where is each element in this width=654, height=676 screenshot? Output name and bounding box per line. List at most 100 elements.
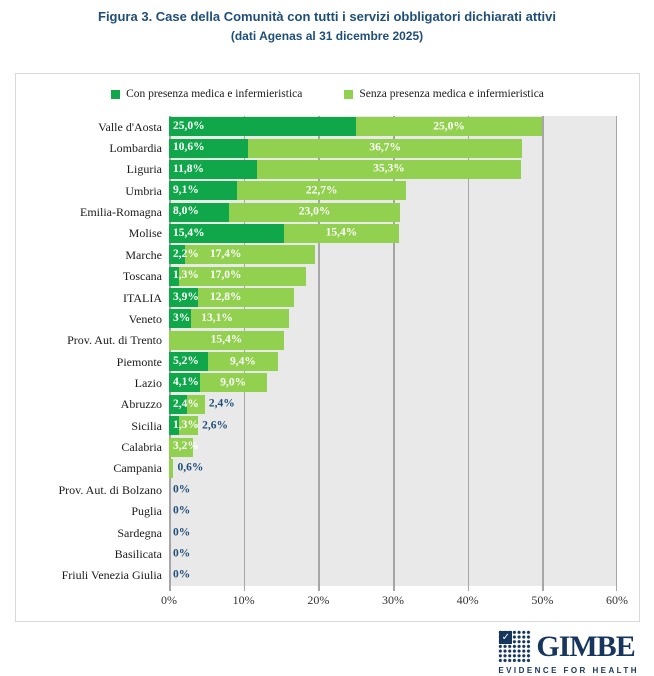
category-label: Toscana	[122, 269, 162, 284]
bar-labels: 0%	[169, 544, 617, 563]
senza-value-label: 2,6%	[202, 418, 228, 431]
category-label: Emilia-Romagna	[80, 205, 162, 220]
bar-segment-senza	[355, 117, 543, 137]
bar-segment-senza	[169, 437, 193, 457]
bar-row: Umbria 9,1% 22,7%	[16, 180, 617, 201]
bar-segment-senza	[283, 223, 399, 243]
category-label: Prov. Aut. di Bolzano	[58, 482, 162, 497]
senza-value-label: 0,6%	[177, 461, 204, 474]
bar-labels: 2,4% 2,4%	[169, 395, 617, 414]
axis-tick	[393, 586, 395, 591]
gimbe-logo: ✓ GIMBE EVIDENCE FOR HEALTH	[498, 630, 639, 675]
bar-track: 0,6%	[169, 458, 617, 478]
category-label: Prov. Aut. di Trento	[67, 333, 162, 348]
x-tick-label: 0%	[161, 593, 177, 607]
bar-track: 3% 13,1%	[169, 309, 617, 329]
bar-row: Veneto 3% 13,1%	[16, 308, 617, 329]
bar-track: 0%	[169, 480, 617, 499]
bar-labels: 0%	[169, 523, 617, 542]
axis-tick	[169, 586, 171, 591]
bar-track: 1,3% 2,6%	[169, 416, 617, 436]
category-label: Sicilia	[131, 418, 162, 433]
senza-value-label: 0%	[173, 525, 191, 538]
bar-track: 0%	[169, 523, 617, 542]
bar-segment-con	[169, 159, 258, 179]
bar-track: 15,4% 15,4%	[169, 223, 617, 243]
x-tick-label: 10%	[232, 593, 255, 607]
bar-row: Liguria 11,8% 35,3%	[16, 159, 617, 180]
bar-segment-senza	[178, 266, 306, 286]
bar-labels: 1,3% 2,6%	[169, 416, 617, 435]
gimbe-logo-tagline: EVIDENCE FOR HEALTH	[498, 666, 639, 675]
check-icon: ✓	[499, 631, 513, 644]
category-label: ITALIA	[122, 290, 162, 305]
category-label: Veneto	[128, 311, 162, 326]
bar-segment-con	[169, 117, 356, 137]
category-label: Calabria	[121, 440, 162, 455]
bar-segment-senza	[228, 202, 401, 222]
bar-track: 2,2% 17,4%	[169, 245, 617, 265]
bar-segment-senza	[191, 309, 290, 329]
bar-track: 15,4%	[169, 330, 617, 350]
category-label: Valle d'Aosta	[98, 119, 162, 134]
bar-segment-senza	[169, 330, 284, 350]
bar-segment-senza	[199, 373, 267, 393]
category-label: Molise	[128, 226, 162, 241]
category-label: Liguria	[126, 162, 162, 177]
bar-labels: 0%	[169, 566, 617, 585]
bar-row: Lazio 4,1% 9,0%	[16, 372, 617, 393]
bar-segment-con	[169, 138, 249, 158]
x-axis: 0% 10% 20% 30% 40% 50% 60%	[161, 593, 628, 609]
bar-segment-senza	[236, 181, 407, 201]
bar-row: Toscana 1,3% 17,0%	[16, 266, 617, 287]
bar-row: Abruzzo 2,4% 2,4%	[16, 394, 617, 415]
bar-row: Sicilia 1,3% 2,6%	[16, 415, 617, 436]
bar-track: 2,4% 2,4%	[169, 394, 617, 414]
bar-track: 8,0% 23,0%	[169, 202, 617, 222]
legend-item-con: Con presenza medica e infermieristica	[111, 88, 302, 100]
legend-swatch-senza-icon	[344, 89, 354, 99]
bar-track: 3,2%	[169, 437, 617, 457]
bar-row: Friuli Venezia Giulia 0%	[16, 565, 617, 586]
senza-value-label: 0%	[173, 504, 191, 517]
category-label: Piemonte	[116, 354, 162, 369]
category-label: Friuli Venezia Giulia	[61, 568, 162, 583]
gimbe-logo-name: GIMBE	[536, 629, 635, 663]
bar-row: Emilia-Romagna 8,0% 23,0%	[16, 201, 617, 222]
category-label: Sardegna	[117, 525, 162, 540]
bar-segment-con	[169, 416, 179, 436]
bar-segment-con	[169, 266, 179, 286]
legend-swatch-con-icon	[111, 89, 121, 99]
bar-segment-con	[169, 202, 229, 222]
bar-labels: 0%	[169, 480, 617, 499]
bar-row: Basilicata 0%	[16, 543, 617, 564]
bar-track: 0%	[169, 566, 617, 585]
category-label: Campania	[113, 461, 162, 476]
bar-row: Marche 2,2% 17,4%	[16, 244, 617, 265]
bar-segment-con	[169, 223, 284, 243]
x-tick-label: 30%	[382, 593, 404, 607]
bar-segment-senza	[207, 352, 278, 372]
bar-segment-con	[169, 394, 187, 414]
bar-row: Prov. Aut. di Bolzano 0%	[16, 479, 617, 500]
bar-segment-con	[169, 309, 192, 329]
bar-row: Molise 15,4% 15,4%	[16, 223, 617, 244]
bar-row: Puglia 0%	[16, 500, 617, 521]
axis-tick	[467, 586, 470, 591]
gridline	[169, 116, 171, 586]
gridline	[393, 116, 395, 586]
axis-tick	[318, 586, 320, 591]
gridline	[243, 116, 246, 586]
bar-segment-con	[169, 245, 186, 265]
bar-row: Calabria 3,2%	[16, 436, 617, 457]
bar-track: 11,8% 35,3%	[169, 159, 617, 179]
bar-segment-con	[169, 181, 237, 201]
bar-segment-senza	[169, 458, 174, 478]
bar-segment-con	[169, 288, 199, 308]
bar-labels: 0%	[169, 502, 617, 521]
senza-value-label: 0%	[173, 483, 191, 496]
senza-value-label: 0%	[173, 568, 191, 581]
bar-track: 0%	[169, 544, 617, 563]
gimbe-logo-row: ✓ GIMBE	[498, 629, 636, 663]
